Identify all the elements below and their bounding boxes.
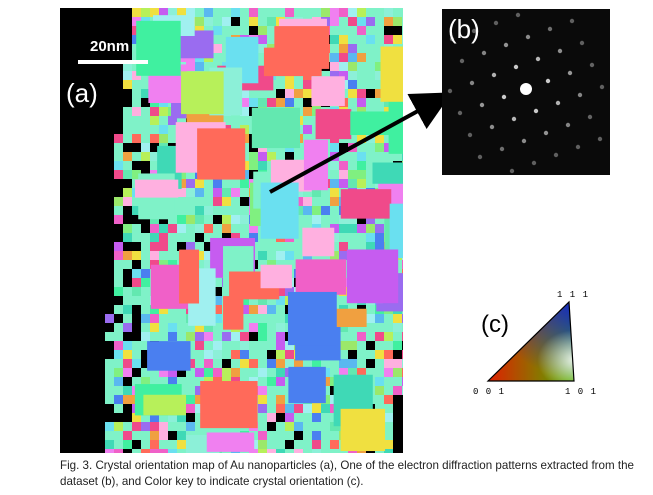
scale-bar [78, 60, 148, 64]
diffraction-spots [447, 12, 605, 174]
key-vertex-001: 0 0 1 [473, 387, 505, 397]
orientation-map [60, 8, 403, 453]
panel-b-label: (b) [448, 14, 480, 44]
panel-a-label: (a) [66, 78, 98, 108]
diffraction-pattern [442, 9, 610, 175]
key-vertex-101: 1 0 1 [565, 387, 597, 397]
scale-bar-label: 20nm [90, 38, 130, 55]
figure-caption: Fig. 3. Crystal orientation map of Au na… [60, 459, 634, 488]
orientation-map-grains [105, 8, 403, 453]
color-key-triangle: 1 1 1 0 0 1 1 0 1 [473, 290, 597, 397]
panel-c-label: (c) [481, 311, 509, 338]
key-vertex-111: 1 1 1 [557, 290, 589, 300]
